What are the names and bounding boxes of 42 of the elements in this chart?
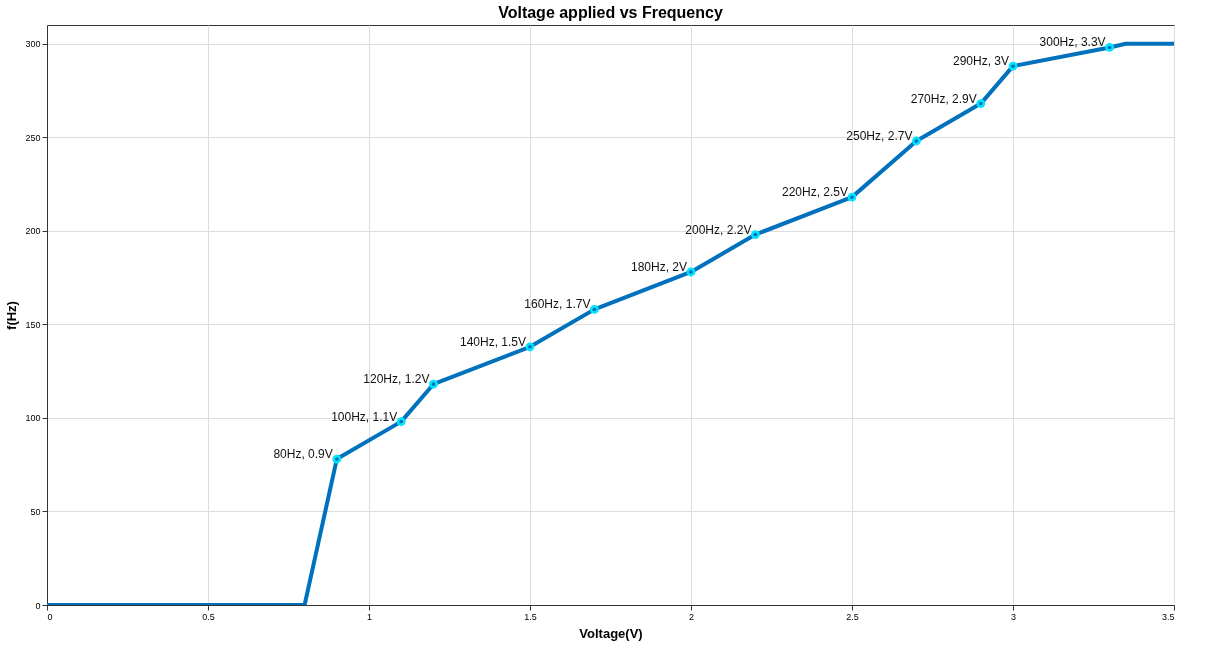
y-tick-label: 0 [35,600,41,611]
annotation: 100Hz, 1.1V [331,409,398,424]
point [332,454,342,464]
annotation: 80Hz, 0.9V [273,447,333,462]
annotation: 140Hz, 1.5V [459,334,526,349]
y-tick-label: 100 [25,413,41,424]
annotation: 220Hz, 2.5V [781,185,848,200]
annotation: 270Hz, 2.9V [910,91,977,106]
y-tick-label: 250 [25,132,41,143]
point [976,99,986,108]
y-tick-label: 300 [25,39,41,50]
y-axis-title: f(Hz) [4,301,20,330]
x-tick-label: 1.5 [524,611,537,622]
x-tick-label: 3 [1010,611,1017,622]
annotation: 250Hz, 2.7V [846,129,913,143]
annotation: 200Hz, 2.2V [685,222,752,237]
x-tick-label: 2 [688,611,695,622]
annotation: 120Hz, 1.2V [363,372,430,387]
point [428,379,438,389]
point [1105,43,1115,52]
point [686,267,696,277]
point [589,304,599,314]
point [1008,61,1018,71]
y-tick-label: 150 [25,319,41,330]
x-tick-label: 0.5 [202,611,215,622]
point [750,230,760,239]
y-tick-label: 200 [25,226,41,237]
x-axis-title: Voltage(V) [579,625,643,641]
point [911,136,921,146]
chart-title: Voltage applied vs Frequency [498,4,723,21]
x-tick-label: 0 [47,611,53,622]
point [525,342,535,352]
point [847,192,857,202]
x-tick-label: 1 [366,611,373,622]
x-tick-label: 3.5 [1161,611,1175,622]
x-tick-label: 2.5 [846,611,859,622]
y-tick-label: 50 [30,506,41,517]
annotation: 180Hz, 2V [630,259,687,274]
annotation: 160Hz, 1.7V [524,297,591,312]
annotation: 300Hz, 3.3V [1039,35,1106,50]
annotation: 290Hz, 3V [952,54,1009,69]
point [396,417,406,427]
